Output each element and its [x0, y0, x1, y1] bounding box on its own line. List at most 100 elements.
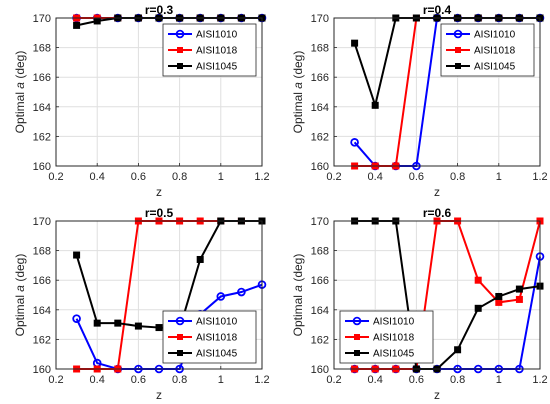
legend-item: AISI1010 [168, 317, 238, 328]
y-tick-label: 160 [311, 161, 329, 173]
data-point [134, 322, 142, 330]
x-tick-label: 0.2 [48, 374, 63, 386]
data-point [474, 276, 482, 284]
y-tick-label: 164 [311, 305, 329, 317]
y-axis-label: Optimal a (deg) [291, 51, 305, 134]
y-tick-label: 168 [33, 43, 51, 55]
legend-label: AISI1045 [474, 62, 516, 73]
legend-marker [175, 29, 185, 39]
legend-marker [354, 334, 360, 340]
legend: AISI1010 AISI1018 AISI1045 [162, 23, 257, 77]
axes-box [333, 220, 541, 370]
x-tick-label: 0.8 [172, 374, 187, 386]
legend-marker [177, 47, 183, 53]
x-tick-label: 0.8 [450, 374, 465, 386]
data-point [73, 21, 81, 29]
data-point [237, 287, 246, 297]
y-tick-label: 162 [33, 131, 51, 143]
y-axis-label-symbol: a [13, 82, 27, 89]
x-axis-label: z [156, 185, 162, 199]
legend-item: AISI1018 [168, 333, 238, 344]
data-point [515, 295, 523, 303]
legend-label: AISI1045 [373, 349, 415, 360]
x-tick-label: 0.6 [409, 171, 424, 183]
legend-marker [455, 63, 461, 69]
data-point [515, 285, 523, 293]
legend-marker [177, 334, 183, 340]
y-axis-label: Optimal a (deg) [13, 254, 27, 337]
data-point [93, 319, 101, 327]
data-point [350, 138, 359, 147]
x-tick-label: 1.2 [254, 374, 269, 386]
y-tick-label: 166 [33, 72, 51, 84]
y-tick-label: 162 [311, 334, 329, 346]
y-axis-label-symbol: a [13, 285, 27, 292]
legend-marker [354, 350, 360, 356]
x-axis-label: z [434, 388, 440, 402]
y-tick-label: 170 [33, 216, 51, 228]
y-axis-label-prefix: Optimal [13, 292, 27, 337]
x-tick-label: 0.6 [409, 374, 424, 386]
legend-label: AISI1010 [474, 30, 516, 41]
legend-label: AISI1018 [196, 46, 238, 57]
data-point [351, 39, 359, 47]
data-point [196, 255, 204, 263]
legend-label: AISI1045 [196, 62, 238, 73]
legend-item: AISI1045 [168, 349, 238, 360]
legend-marker [175, 316, 185, 326]
legend-marker [455, 47, 461, 53]
x-tick-label: 0.8 [450, 171, 465, 183]
y-tick-label: 162 [311, 131, 329, 143]
data-point [495, 298, 503, 306]
data-point [474, 304, 482, 312]
legend-item: AISI1045 [345, 349, 415, 360]
data-point [73, 251, 81, 259]
x-tick-label: 0.2 [326, 171, 341, 183]
y-axis-label-suffix: (deg) [291, 51, 305, 82]
legend-item: AISI1045 [446, 62, 516, 73]
data-point [114, 319, 122, 327]
x-tick-label: 1 [496, 171, 502, 183]
axes-box [55, 220, 263, 370]
y-tick-label: 160 [33, 161, 51, 173]
axes-box [333, 17, 541, 167]
legend: AISI1010 AISI1018 AISI1045 [440, 23, 535, 77]
legend-item: AISI1010 [168, 30, 238, 41]
y-axis-label-prefix: Optimal [291, 89, 305, 134]
legend-marker [177, 350, 183, 356]
data-point [93, 17, 101, 25]
legend-marker [352, 316, 362, 326]
y-axis-label-symbol: a [291, 82, 305, 89]
y-axis-label-symbol: a [291, 285, 305, 292]
x-tick-label: 0.4 [368, 374, 383, 386]
axes-box [55, 17, 263, 167]
x-tick-label: 0.8 [172, 171, 187, 183]
legend: AISI1010 AISI1018 AISI1045 [162, 310, 257, 364]
y-tick-label: 170 [311, 216, 329, 228]
legend-item: AISI1045 [168, 62, 238, 73]
y-tick-label: 166 [33, 275, 51, 287]
y-tick-label: 164 [33, 102, 51, 114]
x-tick-label: 1 [218, 171, 224, 183]
y-axis-label-suffix: (deg) [13, 51, 27, 82]
x-tick-label: 0.2 [48, 171, 63, 183]
legend-item: AISI1018 [345, 333, 415, 344]
legend-label: AISI1018 [474, 46, 516, 57]
data-point [72, 314, 81, 323]
chart-title: r=0.5 [145, 206, 174, 220]
y-tick-label: 166 [311, 72, 329, 84]
y-tick-label: 160 [311, 364, 329, 376]
data-point [495, 292, 503, 300]
chart-panel-3: 0.2 0.4 0.6 0.8 1 1.2 160 162 164 166 168 170 r=0.5 z… [13, 206, 270, 402]
chart-title: r=0.6 [423, 206, 452, 220]
x-tick-label: 0.4 [90, 171, 105, 183]
chart-panel-2: 0.2 0.4 0.6 0.8 1 1.2 160 162 164 166 168 170 r=0.4 z… [291, 3, 548, 199]
legend: AISI1010 AISI1018 AISI1045 [339, 310, 434, 364]
x-tick-label: 1 [496, 374, 502, 386]
y-axis-label: Optimal a (deg) [291, 254, 305, 337]
y-axis-label-prefix: Optimal [13, 89, 27, 134]
y-tick-label: 164 [33, 305, 51, 317]
data-point [371, 101, 379, 109]
chart-panel-1: 0.2 0.4 0.6 0.8 1 1.2 160 162 164 166 168 170 r=0.3 z… [13, 3, 270, 199]
